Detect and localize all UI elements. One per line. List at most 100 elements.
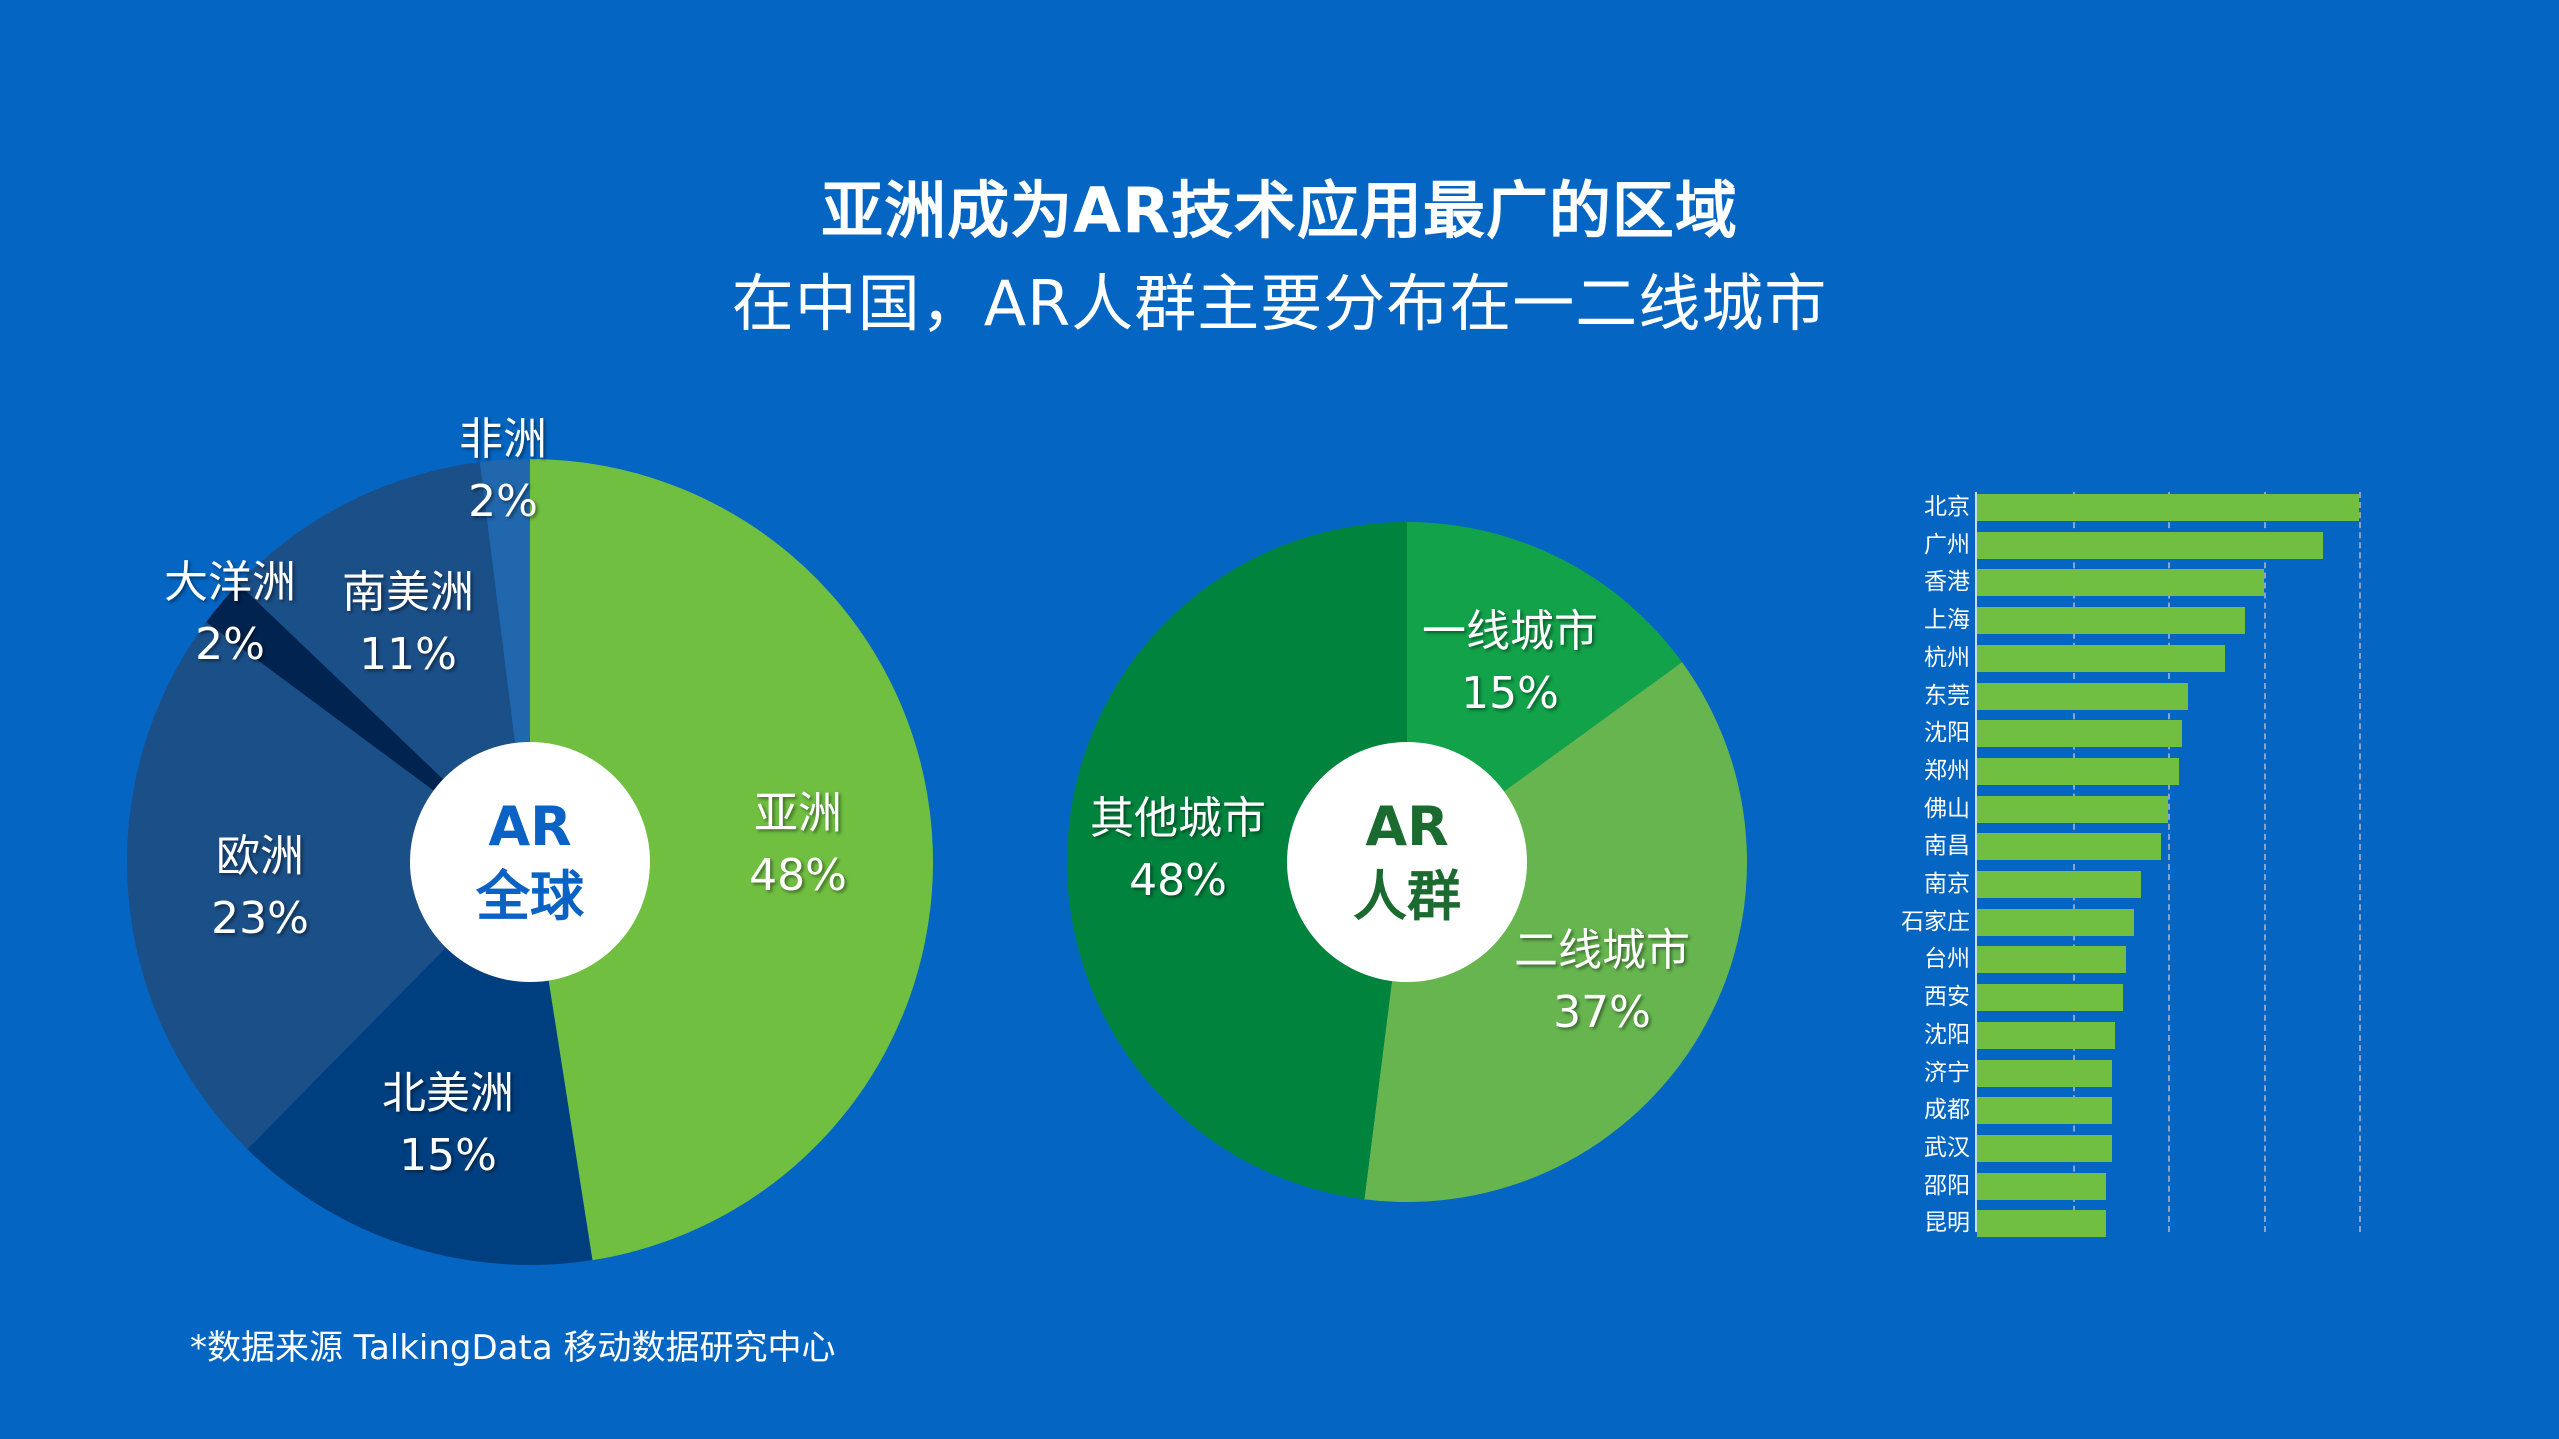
global-pie-center-label: AR 全球 [476, 792, 584, 932]
bar [1977, 1134, 2112, 1162]
pie-slice-label: 欧洲 23% [211, 826, 309, 950]
center-label-line1: AR [1365, 795, 1449, 858]
bar-category-label: 成都 [1924, 1097, 1970, 1124]
bar-row: 杭州 [1880, 644, 2440, 672]
bar [1977, 833, 2162, 861]
bar-row: 西安 [1880, 984, 2440, 1012]
bar-category-label: 台州 [1924, 946, 1970, 973]
bar-row: 南昌 [1880, 833, 2440, 861]
slice-name: 南美洲 [342, 567, 474, 618]
pie-slice [530, 459, 933, 1261]
pie-slice-label: 二线城市 37% [1514, 920, 1690, 1044]
slice-percent: 2% [195, 619, 265, 670]
gridline [2359, 492, 2361, 1232]
bar-category-label: 佛山 [1924, 795, 1970, 822]
bar-row: 香港 [1880, 569, 2440, 597]
city-bar-chart: 北京 广州 香港 上海 杭州 东莞 沈阳 郑州 佛山 南昌 南京 石家庄 台州 西安 沈阳 济宁 成都 武汉 邵阳昆… [1880, 480, 2440, 1240]
bar-row: 沈阳 [1880, 720, 2440, 748]
bar-row: 北京 [1880, 494, 2440, 521]
pie-slice [127, 622, 530, 1150]
bar [1977, 494, 2359, 521]
bar-row: 广州 [1880, 531, 2440, 559]
bar [1977, 1210, 2106, 1238]
bar-category-label: 济宁 [1924, 1059, 1970, 1086]
bar-row: 南京 [1880, 871, 2440, 898]
slice-name: 亚洲 [753, 788, 842, 839]
gridline [2263, 492, 2266, 1232]
pie-slice [238, 462, 530, 862]
gridline [2168, 492, 2170, 1232]
crowd-pie-center-label: AR 人群 [1353, 792, 1461, 932]
bar-category-label: 沈阳 [1924, 1021, 1970, 1048]
slice-name: 二线城市 [1514, 925, 1690, 976]
bar [1977, 908, 2134, 936]
bar-row: 沈阳 [1880, 1021, 2440, 1049]
bar [1977, 757, 2180, 785]
slice-name: 非洲 [459, 414, 547, 465]
slice-percent: 11% [359, 629, 457, 680]
bar-category-label: 武汉 [1924, 1134, 1970, 1161]
slice-name: 大洋洲 [164, 557, 296, 608]
bar-row: 佛山 [1880, 795, 2440, 823]
pie-slice-label: 大洋洲 2% [164, 552, 296, 676]
bar [1977, 569, 2264, 597]
bar [1977, 946, 2126, 974]
bar [1977, 1172, 2106, 1200]
bar [1977, 1097, 2112, 1125]
bar-category-label: 邵阳 [1924, 1172, 1970, 1199]
slice-name: 欧洲 [215, 831, 304, 882]
bar [1977, 531, 2323, 559]
bar-category-label: 香港 [1924, 569, 1970, 596]
bar-category-label: 西安 [1924, 984, 1970, 1011]
bar [1977, 720, 2183, 748]
data-source-footnote: *数据来源 TalkingData 移动数据研究中心 [190, 1328, 836, 1368]
pie-slice-label: 其他城市 48% [1090, 788, 1266, 912]
page-title: 亚洲成为AR技术应用最广的区域 [821, 174, 1738, 247]
bar-category-label: 郑州 [1924, 757, 1970, 784]
bar-row: 上海 [1880, 607, 2440, 635]
pie-slice-label: 非洲 2% [459, 409, 547, 533]
bar-category-label: 沈阳 [1924, 720, 1970, 747]
slice-percent: 37% [1553, 987, 1651, 1038]
pie-center-hole [1287, 742, 1527, 982]
bar-category-label: 昆明 [1924, 1210, 1970, 1237]
bar [1977, 644, 2226, 672]
bar [1977, 1059, 2112, 1087]
slice-percent: 2% [468, 476, 538, 527]
pie-slice-label: 北美洲 15% [382, 1063, 514, 1187]
page-subtitle: 在中国，AR人群主要分布在一二线城市 [731, 267, 1828, 340]
bar [1977, 795, 2168, 823]
bar-row: 邵阳 [1880, 1172, 2440, 1200]
center-label-line1: AR [488, 795, 572, 858]
slice-percent: 23% [211, 893, 309, 944]
bar-row: 武汉 [1880, 1134, 2440, 1162]
bar-category-label: 杭州 [1924, 644, 1970, 671]
bar [1977, 607, 2246, 635]
bar-row: 东莞 [1880, 682, 2440, 710]
pie-slice [1364, 662, 1747, 1202]
gridline [2072, 492, 2075, 1232]
pie-slice-label: 一线城市 15% [1422, 601, 1598, 725]
center-label-line2: 全球 [476, 865, 584, 928]
bar-row: 成都 [1880, 1097, 2440, 1125]
slice-name: 北美洲 [382, 1068, 514, 1119]
bar-category-label: 北京 [1924, 494, 1970, 520]
slice-percent: 48% [749, 850, 847, 901]
pie-center-hole [410, 742, 650, 982]
pie-slice-label: 南美洲 11% [342, 562, 474, 686]
bar-row: 济宁 [1880, 1059, 2440, 1087]
slice-name: 一线城市 [1422, 606, 1598, 657]
bar-category-label: 广州 [1924, 531, 1970, 558]
slice-percent: 15% [399, 1130, 497, 1181]
bar [1977, 682, 2189, 710]
pie-slice-label: 亚洲 48% [749, 783, 847, 907]
bar-row: 郑州 [1880, 757, 2440, 785]
bar [1977, 871, 2142, 898]
bar-category-label: 南昌 [1924, 833, 1970, 860]
slice-name: 其他城市 [1090, 793, 1266, 844]
center-label-line2: 人群 [1353, 865, 1461, 928]
bar-category-label: 东莞 [1924, 682, 1970, 709]
slice-percent: 48% [1129, 855, 1227, 906]
bar-row: 昆明 [1880, 1210, 2440, 1238]
pie-slice [1067, 522, 1407, 1200]
